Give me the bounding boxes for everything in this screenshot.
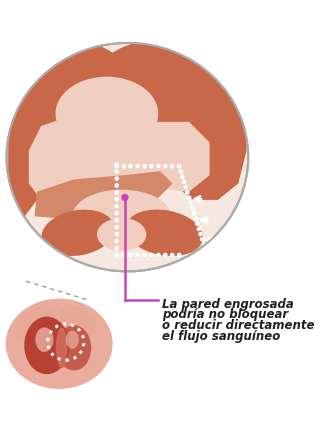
Circle shape [115, 169, 119, 174]
Circle shape [188, 201, 193, 205]
Circle shape [115, 204, 119, 208]
Circle shape [200, 237, 204, 242]
Circle shape [180, 174, 185, 179]
Circle shape [156, 253, 161, 257]
Polygon shape [133, 122, 210, 192]
Circle shape [190, 206, 195, 210]
Text: podría no bloquear: podría no bloquear [162, 308, 288, 321]
Circle shape [170, 164, 174, 169]
Polygon shape [29, 118, 99, 200]
Circle shape [198, 232, 203, 236]
Polygon shape [35, 171, 172, 221]
Circle shape [142, 164, 147, 169]
Circle shape [185, 190, 190, 194]
Ellipse shape [66, 330, 79, 349]
Ellipse shape [166, 95, 236, 190]
Circle shape [115, 253, 119, 257]
Circle shape [121, 253, 126, 257]
Circle shape [128, 164, 133, 169]
Circle shape [115, 211, 119, 215]
Circle shape [115, 218, 119, 222]
Circle shape [202, 242, 206, 247]
Ellipse shape [126, 210, 203, 256]
Ellipse shape [156, 52, 263, 143]
Polygon shape [8, 39, 70, 216]
Circle shape [149, 164, 154, 169]
Ellipse shape [35, 327, 53, 352]
Ellipse shape [55, 77, 158, 150]
Circle shape [115, 246, 119, 250]
Circle shape [115, 225, 119, 229]
Circle shape [115, 164, 119, 169]
Circle shape [179, 169, 183, 174]
Circle shape [195, 221, 200, 226]
Ellipse shape [24, 317, 69, 374]
Circle shape [115, 162, 119, 167]
Ellipse shape [57, 325, 91, 371]
Circle shape [192, 211, 196, 215]
Circle shape [115, 253, 119, 257]
Circle shape [156, 164, 161, 169]
Circle shape [115, 176, 119, 181]
Polygon shape [164, 39, 247, 200]
Circle shape [135, 253, 140, 257]
Circle shape [205, 253, 209, 257]
Circle shape [163, 164, 168, 169]
Ellipse shape [72, 190, 171, 243]
Circle shape [115, 183, 119, 188]
Ellipse shape [92, 40, 228, 130]
Ellipse shape [0, 40, 138, 146]
Circle shape [135, 164, 140, 169]
Circle shape [177, 164, 181, 169]
Circle shape [128, 253, 133, 257]
Ellipse shape [6, 299, 113, 389]
Circle shape [177, 164, 181, 169]
Circle shape [182, 180, 187, 184]
Ellipse shape [7, 43, 248, 272]
Ellipse shape [42, 210, 115, 256]
Circle shape [170, 253, 174, 257]
Circle shape [149, 253, 154, 257]
Circle shape [115, 232, 119, 236]
Ellipse shape [97, 218, 146, 251]
Circle shape [183, 185, 188, 189]
Ellipse shape [52, 306, 95, 345]
Circle shape [177, 253, 181, 257]
Circle shape [196, 227, 201, 231]
Circle shape [121, 164, 126, 169]
Circle shape [115, 190, 119, 195]
Circle shape [187, 195, 191, 200]
Circle shape [163, 253, 168, 257]
Ellipse shape [56, 327, 68, 368]
Text: el flujo sanguíneo: el flujo sanguíneo [162, 330, 280, 343]
Circle shape [115, 197, 119, 202]
Circle shape [203, 248, 208, 252]
Circle shape [193, 216, 198, 221]
Circle shape [115, 239, 119, 243]
Circle shape [142, 253, 147, 257]
Circle shape [121, 194, 129, 201]
Text: o reducir directamente: o reducir directamente [162, 319, 315, 332]
Text: La pared engrosada: La pared engrosada [162, 298, 294, 311]
Ellipse shape [17, 307, 65, 351]
Polygon shape [35, 126, 172, 208]
